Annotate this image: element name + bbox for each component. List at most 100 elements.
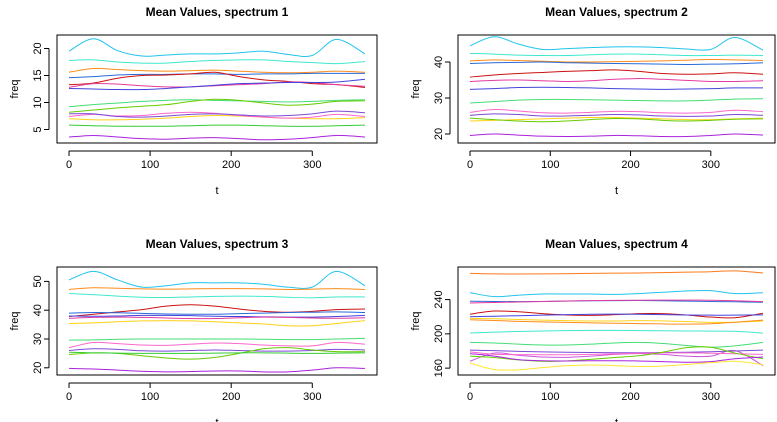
x-tick-label: 100 — [141, 391, 159, 403]
y-tick-label: 20 — [32, 362, 44, 374]
x-tick-label: 0 — [66, 391, 72, 403]
series-group — [68, 270, 366, 373]
x-tick-label: 200 — [621, 159, 639, 171]
chart-title: Mean Values, spectrum 4 — [545, 237, 688, 251]
series-line-12 — [469, 349, 764, 354]
x-tick-label: 300 — [702, 391, 720, 403]
series-line-14 — [68, 134, 366, 141]
y-tick-label: 40 — [32, 304, 44, 316]
x-tick-label: 200 — [222, 159, 240, 171]
series-line-6 — [469, 78, 764, 83]
series-line-3 — [68, 67, 366, 74]
chart-panel-3: Mean Values, spectrum 3 0 100 200 300 t 20 30 40… — [9, 237, 378, 422]
y-tick-label: 15 — [32, 69, 44, 81]
chart-title: Mean Values, spectrum 1 — [146, 5, 289, 19]
series-line-11 — [68, 111, 366, 119]
series-line-4 — [68, 72, 365, 79]
y-axis-label: freq — [410, 80, 422, 99]
y-tick-label: 160 — [433, 359, 445, 377]
x-axis-label: t — [215, 185, 218, 197]
series-group — [469, 270, 764, 371]
series-line-4 — [469, 61, 764, 66]
series-group — [469, 36, 764, 138]
series-line-9 — [68, 98, 366, 113]
series-line-3 — [68, 293, 366, 299]
series-line-2 — [469, 52, 764, 57]
x-tick-label: 100 — [141, 159, 159, 171]
series-line-10 — [469, 341, 764, 348]
y-tick-label: 30 — [433, 92, 445, 104]
series-line-10 — [68, 341, 366, 349]
x-tick-label: 200 — [621, 391, 639, 403]
series-line-1 — [469, 36, 764, 51]
series-line-9 — [469, 108, 764, 114]
y-tick-label: 50 — [32, 275, 44, 287]
y-axis-label: freq — [410, 312, 422, 331]
series-line-9 — [469, 329, 764, 334]
y-axis-label: freq — [9, 312, 21, 331]
chart-panel-1: Mean Values, spectrum 1 0 100 200 300 t 5 10 15 2… — [9, 5, 378, 197]
series-line-13 — [469, 133, 764, 138]
x-tick-label: 0 — [467, 159, 473, 171]
y-tick-label: 40 — [433, 56, 445, 68]
series-line-6 — [68, 314, 366, 318]
series-line-8 — [469, 98, 764, 104]
y-tick-label: 10 — [32, 96, 44, 108]
series-line-5 — [469, 310, 764, 319]
y-tick-label: 5 — [32, 126, 44, 132]
series-line-2 — [68, 59, 366, 65]
series-line-5 — [469, 69, 764, 78]
y-tick-label: 20 — [433, 128, 445, 140]
series-line-2 — [469, 289, 764, 298]
x-tick-label: 300 — [303, 391, 321, 403]
x-axis-label: t — [615, 417, 618, 422]
y-tick-label: 200 — [433, 325, 445, 343]
series-line-3 — [469, 58, 764, 63]
y-tick-label: 20 — [32, 42, 44, 54]
series-line-10 — [469, 113, 764, 117]
series-line-11 — [469, 116, 764, 122]
y-axis-label: freq — [9, 80, 21, 99]
series-line-15 — [469, 353, 764, 363]
series-line-4 — [68, 304, 366, 318]
series-line-11 — [68, 348, 366, 352]
chart-title: Mean Values, spectrum 2 — [545, 5, 688, 19]
chart-panel-2: Mean Values, spectrum 2 0 100 200 300 t 20 30 40… — [410, 5, 776, 197]
series-line-13 — [68, 124, 366, 127]
plot-frame — [457, 34, 776, 144]
series-line-5 — [68, 71, 366, 88]
x-tick-label: 0 — [66, 159, 72, 171]
x-tick-label: 300 — [303, 159, 321, 171]
plot-frame — [56, 34, 378, 144]
x-tick-label: 300 — [702, 159, 720, 171]
y-tick-label: 30 — [32, 333, 44, 345]
series-line-8 — [68, 99, 366, 108]
series-line-2 — [68, 287, 366, 290]
series-line-8 — [469, 319, 764, 325]
y-tick-label: 240 — [433, 290, 445, 308]
series-group — [68, 38, 366, 141]
plot-frame — [56, 266, 378, 376]
series-line-7 — [68, 78, 366, 91]
series-line-14 — [68, 367, 366, 373]
plot-frame — [457, 266, 776, 376]
series-line-11 — [469, 349, 764, 367]
series-line-16 — [469, 360, 764, 371]
series-line-1 — [68, 38, 366, 58]
series-line-13 — [68, 351, 366, 354]
series-line-9 — [68, 337, 366, 341]
chart-title: Mean Values, spectrum 3 — [146, 237, 289, 251]
series-line-5 — [68, 311, 366, 315]
series-line-10 — [68, 114, 366, 121]
series-line-6 — [469, 313, 764, 318]
series-line-7 — [469, 317, 764, 323]
series-line-1 — [68, 270, 366, 289]
series-line-12 — [68, 110, 366, 118]
x-axis-label: t — [215, 417, 218, 422]
x-tick-label: 0 — [467, 391, 473, 403]
series-line-4 — [469, 299, 764, 304]
series-line-7 — [68, 316, 366, 320]
chart-panel-4: Mean Values, spectrum 4 0 100 200 300 t 160 200… — [410, 237, 776, 422]
x-tick-label: 100 — [541, 391, 559, 403]
